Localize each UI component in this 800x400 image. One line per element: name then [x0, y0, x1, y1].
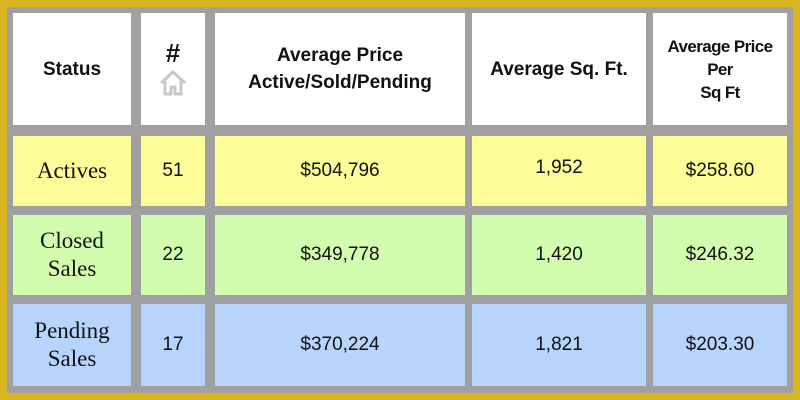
row-count-value: 22 [162, 244, 184, 265]
row-ppsf-value: $246.32 [685, 244, 755, 265]
header-status: Status [13, 13, 131, 125]
row-status-line2: Sales [47, 256, 97, 281]
header-avg-sqft-label: Average Sq. Ft. [490, 58, 628, 80]
row-ppsf-value: $258.60 [685, 160, 755, 181]
row-avg-sqft-value: 1,952 [535, 157, 583, 178]
table-row-avg-price: $370,224 [215, 304, 465, 386]
header-avg-ppsf: Average Price Per Sq Ft [653, 13, 787, 125]
home-icon [159, 70, 187, 96]
table-row-avg-sqft: 1,952 [472, 136, 646, 206]
header-count: # [141, 13, 205, 125]
row-avg-price-value: $370,224 [300, 334, 380, 355]
row-avg-price-value: $504,796 [300, 160, 380, 181]
header-avg-sqft: Average Sq. Ft. [472, 13, 646, 125]
table-row-status: Closed Sales [13, 215, 131, 295]
header-avg-price-line2: Active/Sold/Pending [248, 72, 432, 93]
row-count-value: 51 [162, 160, 184, 181]
header-avg-ppsf-line1: Average Price [667, 36, 774, 56]
table-row-ppsf: $246.32 [653, 215, 787, 295]
table-row-ppsf: $258.60 [653, 136, 787, 206]
row-status-line2: Sales [47, 346, 97, 371]
header-avg-ppsf-line2: Per [707, 59, 733, 79]
table-row-avg-price: $504,796 [215, 136, 465, 206]
row-status-line1: Closed [40, 228, 104, 253]
stats-table: Status # Average Price Active/Sold/Pendi… [7, 7, 793, 393]
table-row-count: 51 [141, 136, 205, 206]
row-avg-sqft-value: 1,821 [535, 334, 583, 355]
table-row-count: 17 [141, 304, 205, 386]
table-row-count: 22 [141, 215, 205, 295]
table-row-avg-sqft: 1,821 [472, 304, 646, 386]
header-count-label: # [165, 38, 181, 68]
row-avg-price-value: $349,778 [300, 244, 380, 265]
table-row-status: Pending Sales [13, 304, 131, 386]
header-avg-price-line1: Average Price [276, 45, 404, 66]
table-row-avg-price: $349,778 [215, 215, 465, 295]
row-ppsf-value: $203.30 [685, 334, 755, 355]
row-status-line1: Pending [34, 318, 110, 343]
header-status-label: Status [42, 58, 102, 80]
header-avg-ppsf-line3: Sq Ft [700, 82, 740, 102]
row-count-value: 17 [162, 334, 184, 355]
table-row-ppsf: $203.30 [653, 304, 787, 386]
row-avg-sqft-value: 1,420 [535, 244, 583, 265]
row-status-label: Actives [36, 158, 108, 183]
table-row-status: Actives [13, 136, 131, 206]
header-avg-price: Average Price Active/Sold/Pending [215, 13, 465, 125]
table-row-avg-sqft: 1,420 [472, 215, 646, 295]
